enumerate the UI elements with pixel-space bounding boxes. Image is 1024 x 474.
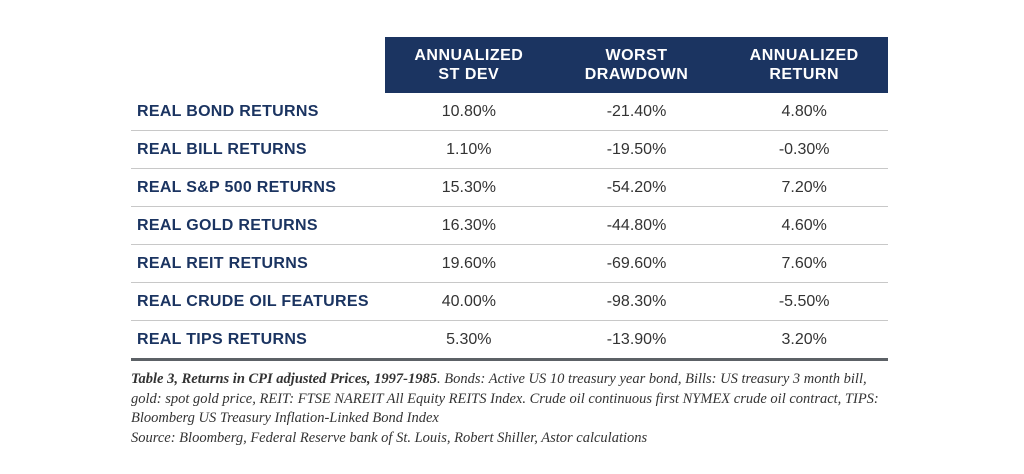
table-cell: 40.00%: [441, 292, 496, 310]
row-label: REAL BOND RETURNS: [137, 102, 319, 120]
returns-table: ANNUALIZED ST DEV WORST DRAWDOWN ANNUALI…: [131, 37, 889, 361]
header-spacer: [131, 37, 385, 93]
table-cell: 4.80%: [781, 102, 827, 120]
row-label: REAL BILL RETURNS: [137, 140, 307, 158]
row-label: REAL S&P 500 RETURNS: [137, 178, 337, 196]
table-cell: 7.20%: [781, 178, 827, 196]
table-cell: 19.60%: [441, 254, 496, 272]
table-row: REAL BILL RETURNS 1.10% -19.50% -0.30%: [131, 131, 888, 169]
row-label: REAL GOLD RETURNS: [137, 216, 318, 234]
table-cell: -98.30%: [606, 292, 667, 310]
header-annualized-return: ANNUALIZED RETURN: [720, 37, 889, 93]
table-row: REAL CRUDE OIL FEATURES 40.00% -98.30% -5.5…: [131, 283, 888, 321]
table-cell: 5.30%: [446, 330, 492, 348]
table-cell: 4.60%: [781, 216, 827, 234]
table-cell: -54.20%: [606, 178, 667, 196]
table-caption: Table 3, Returns in CPI adjusted Prices,…: [131, 370, 888, 448]
table-cell: -0.30%: [778, 140, 830, 158]
table-row: REAL S&P 500 RETURNS 15.30% -54.20% 7.20%: [131, 169, 888, 207]
table-cell: 15.30%: [441, 178, 496, 196]
table-cell: 1.10%: [446, 140, 492, 158]
table-cell: -44.80%: [606, 216, 667, 234]
table-row: REAL GOLD RETURNS 16.30% -44.80% 4.60%: [131, 207, 888, 245]
table-row: REAL REIT RETURNS 19.60% -69.60% 7.60%: [131, 245, 888, 283]
caption-title: Table 3, Returns in CPI adjusted Prices,…: [131, 371, 438, 387]
table-cell: -21.40%: [606, 102, 667, 120]
table-cell: 7.60%: [781, 254, 827, 272]
table-body: REAL BOND RETURNS 10.80% -21.40% 4.80% REAL …: [131, 93, 888, 361]
header-annualized-st-dev: ANNUALIZED ST DEV: [385, 37, 553, 93]
table-row: REAL BOND RETURNS 10.80% -21.40% 4.80%: [131, 93, 888, 131]
caption-body: . Bonds: Active US 10 treasury year bond…: [131, 371, 879, 426]
caption-source: Source: Bloomberg, Federal Reserve bank …: [131, 429, 648, 446]
table-cell: 3.20%: [781, 330, 827, 348]
row-label: REAL REIT RETURNS: [137, 254, 309, 272]
table-cell: 16.30%: [441, 216, 496, 234]
table-header: ANNUALIZED ST DEV WORST DRAWDOWN ANNUALI…: [131, 37, 889, 93]
table-cell: -69.60%: [606, 254, 667, 272]
row-label: REAL CRUDE OIL FEATURES: [137, 292, 369, 310]
table-cell: -19.50%: [606, 140, 667, 158]
table-cell: 10.80%: [441, 102, 496, 120]
table-cell: -5.50%: [778, 292, 830, 310]
row-label: REAL TIPS RETURNS: [137, 330, 308, 348]
header-worst-drawdown: WORST DRAWDOWN: [552, 37, 721, 93]
table-row: REAL TIPS RETURNS 5.30% -13.90% 3.20%: [131, 321, 888, 361]
table-cell: -13.90%: [606, 330, 667, 348]
